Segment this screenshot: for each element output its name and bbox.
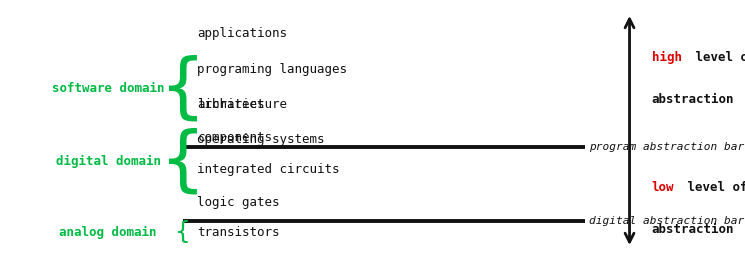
Text: high: high	[652, 51, 682, 64]
Text: low: low	[652, 181, 674, 194]
Text: {: {	[159, 127, 206, 196]
Text: abstraction: abstraction	[652, 93, 735, 106]
Text: components: components	[197, 130, 273, 144]
Text: level of: level of	[688, 51, 745, 64]
Text: operating systems: operating systems	[197, 133, 325, 146]
Text: transistors: transistors	[197, 226, 280, 239]
Text: programing languages: programing languages	[197, 63, 347, 76]
Text: software domain: software domain	[51, 82, 165, 95]
Text: logic gates: logic gates	[197, 196, 280, 209]
Text: program abstraction barrier: program abstraction barrier	[589, 143, 745, 152]
Text: analog domain: analog domain	[60, 226, 156, 239]
Text: level of: level of	[680, 181, 745, 194]
Text: architecture: architecture	[197, 98, 288, 111]
Text: integrated circuits: integrated circuits	[197, 163, 340, 176]
Text: digital domain: digital domain	[56, 155, 160, 168]
Text: applications: applications	[197, 27, 288, 40]
Text: abstraction: abstraction	[652, 223, 735, 236]
Text: {: {	[159, 54, 206, 123]
Text: libraries: libraries	[197, 98, 265, 111]
Text: {: {	[174, 220, 191, 244]
Text: digital abstraction barrier: digital abstraction barrier	[589, 216, 745, 226]
